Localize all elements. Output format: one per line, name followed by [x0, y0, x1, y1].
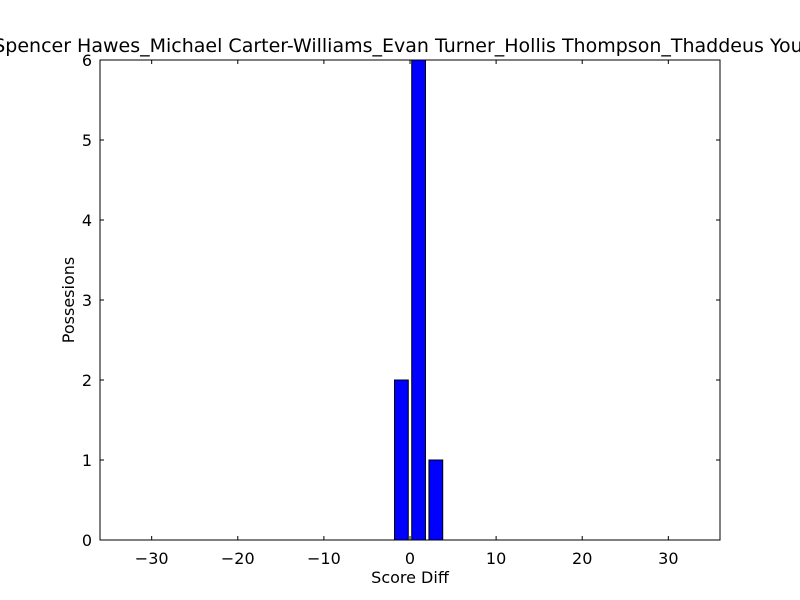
x-tick-label: 30 — [658, 549, 678, 568]
x-axis-ticks: −30 −20 −10 0 10 20 30 — [135, 60, 679, 568]
bar-0 — [394, 379, 409, 541]
y-axis-ticks: 0 1 2 3 4 5 6 — [82, 51, 720, 550]
y-tick-label: 0 — [82, 531, 92, 550]
plot-area — [100, 60, 720, 540]
x-tick-label: −10 — [307, 549, 341, 568]
bar-2 — [428, 459, 444, 541]
y-axis-label: Possesions — [59, 257, 78, 343]
x-tick-label: 10 — [486, 549, 506, 568]
x-tick-label: −30 — [135, 549, 169, 568]
y-tick-label: 6 — [82, 51, 92, 70]
x-axis-label: Score Diff — [371, 568, 450, 587]
x-tick-label: −20 — [221, 549, 255, 568]
x-tick-label: 20 — [572, 549, 592, 568]
y-tick-label: 4 — [82, 211, 92, 230]
y-tick-label: 3 — [82, 291, 92, 310]
chart-title: Spencer Hawes_Michael Carter-Williams_Ev… — [0, 35, 800, 57]
y-tick-label: 2 — [82, 371, 92, 390]
bar-1 — [411, 59, 427, 541]
y-tick-label: 5 — [82, 131, 92, 150]
x-tick-label: 0 — [405, 549, 415, 568]
y-tick-label: 1 — [82, 451, 92, 470]
plot-border — [99, 59, 721, 541]
